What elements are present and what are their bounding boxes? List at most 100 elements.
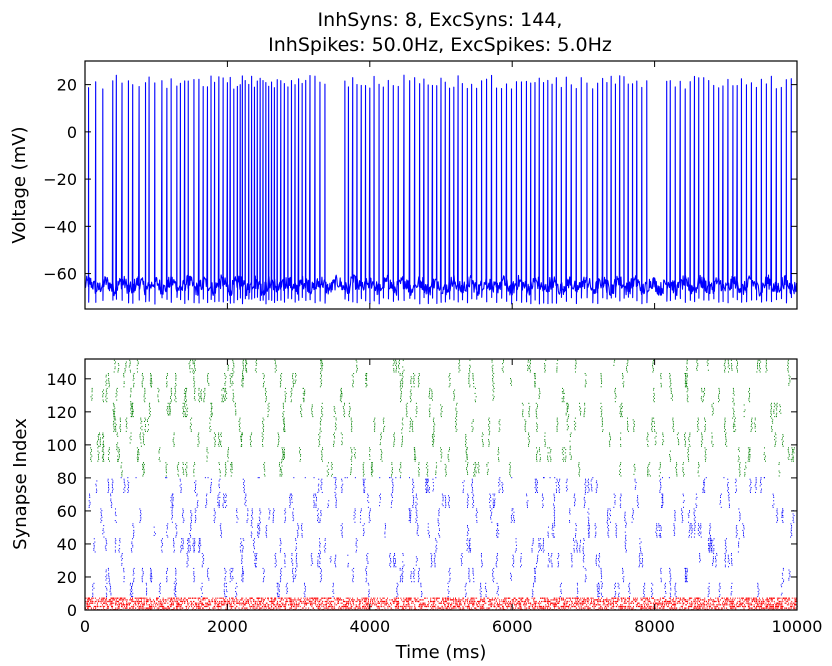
raster-mark [689, 604, 691, 606]
raster-mark [302, 602, 304, 604]
raster-mark [660, 602, 662, 604]
raster-mark [510, 605, 512, 608]
raster-mark [502, 602, 504, 604]
raster-mark [636, 599, 637, 601]
raster-mark [795, 600, 797, 603]
raster-mark [477, 600, 478, 603]
raster-mark [385, 599, 387, 601]
raster-mark [479, 600, 481, 603]
raster-mark [110, 602, 112, 604]
raster-mark [547, 566, 549, 568]
raster-mark [279, 605, 281, 608]
raster-mark [485, 602, 487, 604]
raster-mark [781, 582, 783, 584]
raster-mark [265, 607, 267, 609]
raster-mark [743, 607, 745, 609]
raster-mark [181, 604, 182, 606]
raster-mark [500, 607, 502, 609]
raster-mark [567, 597, 569, 599]
raster-mark [694, 597, 696, 599]
raster-mark [628, 591, 630, 593]
raster-mark [592, 597, 594, 599]
raster-mark [685, 576, 686, 578]
raster-mark [346, 602, 348, 604]
raster-mark [319, 554, 320, 556]
raster-mark [602, 582, 603, 584]
raster-mark [421, 591, 422, 593]
raster-mark [126, 604, 128, 606]
raster-mark [691, 600, 693, 603]
raster-mark [408, 604, 410, 606]
raster-mark [292, 576, 294, 578]
raster-mark [634, 599, 636, 601]
raster-mark [381, 602, 383, 604]
raster-mark [444, 604, 446, 606]
raster-mark [286, 589, 288, 591]
raster-mark [549, 561, 550, 563]
raster-mark [742, 597, 744, 599]
raster-mark [768, 607, 770, 609]
raster-mark [564, 604, 565, 606]
raster-mark [324, 600, 326, 603]
raster-mark [109, 602, 111, 604]
raster-mark [176, 597, 178, 599]
raster-mark [142, 574, 144, 576]
raster-mark [344, 604, 346, 606]
raster-mark [135, 602, 137, 604]
raster-mark [651, 597, 653, 599]
raster-mark [763, 607, 764, 609]
raster-mark [342, 605, 343, 608]
raster-mark [195, 602, 197, 604]
raster-mark [633, 605, 634, 608]
raster-mark [115, 597, 117, 599]
raster-mark [172, 604, 174, 606]
raster-mark [665, 600, 666, 603]
raster-mark [277, 602, 279, 604]
raster-mark [275, 561, 277, 563]
raster-mark [94, 602, 96, 604]
raster-mark [634, 597, 636, 599]
raster-mark [590, 602, 592, 604]
raster-mark [756, 605, 757, 608]
raster-mark [271, 597, 272, 599]
raster-mark [291, 605, 293, 608]
raster-mark [738, 604, 740, 606]
raster-mark [684, 599, 686, 601]
raster-mark [598, 559, 600, 561]
raster-mark [670, 594, 671, 596]
raster-mark [109, 584, 111, 586]
raster-mark [739, 597, 741, 599]
raster-mark [499, 602, 500, 604]
raster-mark [717, 600, 719, 603]
raster-mark [447, 596, 449, 598]
raster-mark [310, 604, 312, 606]
raster-mark [641, 607, 643, 609]
raster-mark [785, 607, 787, 609]
raster-mark [618, 605, 620, 608]
raster-mark [295, 567, 296, 569]
raster-mark [236, 602, 237, 604]
raster-mark [217, 600, 219, 603]
raster-mark [404, 605, 406, 608]
raster-mark [718, 604, 720, 606]
raster-mark [776, 604, 777, 606]
raster-mark [647, 607, 649, 609]
raster-mark [304, 582, 305, 584]
raster-mark [583, 558, 585, 560]
raster-mark [396, 602, 398, 604]
raster-mark [508, 605, 510, 608]
raster-mark [133, 600, 135, 603]
raster-mark [610, 604, 612, 606]
raster-mark [461, 553, 463, 555]
raster-mark [409, 607, 411, 609]
raster-mark [132, 574, 134, 576]
raster-mark [427, 604, 428, 606]
raster-mark [270, 607, 272, 609]
raster-mark [273, 600, 275, 603]
raster-mark [334, 607, 336, 609]
raster-mark [237, 602, 239, 604]
raster-mark [141, 597, 142, 599]
raster-mark [550, 602, 552, 604]
raster-mark [250, 597, 252, 599]
raster-mark [571, 566, 573, 568]
